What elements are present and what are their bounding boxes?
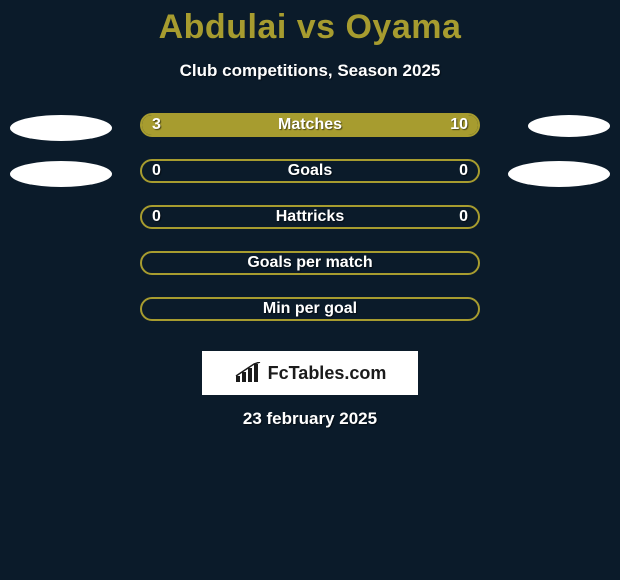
stat-label: Goals <box>288 162 332 180</box>
player-left-ellipse <box>10 161 112 187</box>
stat-value-left: 0 <box>152 208 161 226</box>
stat-row: Goals per match <box>0 251 620 297</box>
player-left-ellipse <box>10 115 112 141</box>
brand-text: FcTables.com <box>268 363 387 384</box>
stat-row: 3 10 Matches <box>0 113 620 159</box>
stat-label: Matches <box>278 116 342 134</box>
stat-value-right: 0 <box>459 162 468 180</box>
stat-row: 0 0 Hattricks <box>0 205 620 251</box>
stat-pill: Goals per match <box>140 251 480 275</box>
stat-value-right: 10 <box>450 116 468 134</box>
stat-row: Min per goal <box>0 297 620 343</box>
stat-pill: 3 10 Matches <box>140 113 480 137</box>
comparison-infographic: Abdulai vs Oyama Club competitions, Seas… <box>0 0 620 580</box>
player-right-ellipse <box>528 115 610 137</box>
stat-row: 0 0 Goals <box>0 159 620 205</box>
brand-bars-icon <box>234 362 262 384</box>
stat-value-left: 0 <box>152 162 161 180</box>
stat-label: Hattricks <box>276 208 344 226</box>
stat-pill: Min per goal <box>140 297 480 321</box>
stat-rows: 3 10 Matches 0 0 Goals 0 0 Hattricks Goals per ma… <box>0 113 620 343</box>
subtitle: Club competitions, Season 2025 <box>0 61 620 81</box>
stat-fill-right <box>219 115 478 135</box>
stat-value-left: 3 <box>152 116 161 134</box>
date-text: 23 february 2025 <box>0 409 620 429</box>
stat-label: Goals per match <box>247 254 372 272</box>
brand-box: FcTables.com <box>202 351 418 395</box>
stat-value-right: 0 <box>459 208 468 226</box>
page-title: Abdulai vs Oyama <box>0 8 620 47</box>
stat-pill: 0 0 Hattricks <box>140 205 480 229</box>
stat-pill: 0 0 Goals <box>140 159 480 183</box>
stat-label: Min per goal <box>263 300 357 318</box>
player-right-ellipse <box>508 161 610 187</box>
